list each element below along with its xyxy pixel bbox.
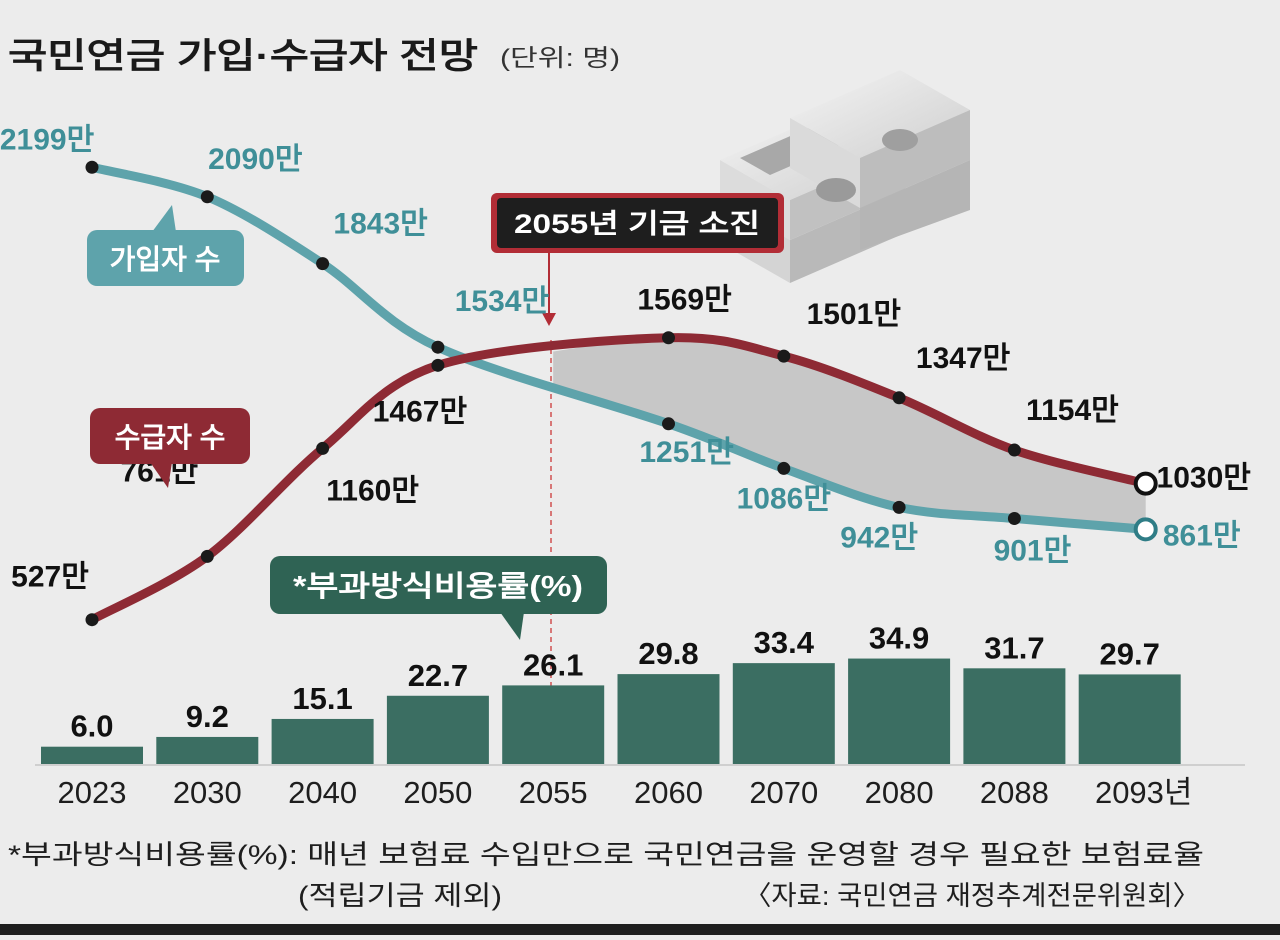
subscribers-point: [1133, 517, 1158, 542]
subscribers-point: [431, 340, 445, 354]
subscribers-value-label: 1534만: [455, 285, 550, 318]
cost-rate-bar: [386, 695, 489, 765]
x-axis-label: 2040: [288, 775, 357, 810]
beneficiaries-value-label: 1569만: [637, 284, 732, 317]
beneficiaries-line: [87, 333, 1151, 625]
cost-rate-bar-label: 29.7: [1100, 636, 1160, 671]
cost-rate-legend: *부과방식비용률(%): [270, 556, 607, 640]
beneficiaries-value-label: 1030만: [1157, 462, 1252, 495]
cost-rate-bar: [732, 663, 835, 765]
cost-rate-legend-label: *부과방식비용률(%): [293, 570, 583, 603]
cost-rate-bars: [41, 658, 1181, 765]
money-stack-icon: [720, 70, 970, 283]
beneficiaries-point: [431, 358, 445, 372]
cost-rate-bar-label: 15.1: [292, 681, 352, 716]
beneficiaries-legend-label: 수급자 수: [115, 422, 226, 453]
beneficiaries-point: [662, 331, 675, 345]
x-axis-label: 2050: [403, 775, 472, 810]
chart-title: 국민연금 가입·수급자 전망: [8, 37, 478, 76]
x-axis-label: 2080: [865, 775, 934, 810]
bottom-strip: [0, 924, 1280, 935]
subscribers-value-label: 901만: [994, 534, 1072, 567]
x-axis-label: 2070: [749, 775, 818, 810]
cost-rate-bar: [848, 658, 951, 765]
beneficiaries-point: [316, 441, 330, 455]
beneficiaries-value-label: 1160만: [326, 474, 419, 507]
subscribers-value-label: 2199만: [0, 123, 95, 156]
beneficiaries-value-label: 1154만: [1026, 394, 1119, 427]
beneficiaries-value-label: 1347만: [916, 342, 1011, 375]
subscribers-line: [87, 162, 1151, 534]
cost-rate-bar: [963, 668, 1066, 765]
subscribers-value-label: 2090만: [208, 143, 303, 176]
beneficiaries-point: [85, 613, 99, 627]
beneficiaries-point: [200, 549, 214, 563]
cost-rate-bar: [156, 736, 259, 765]
cost-rate-bar-label: 26.1: [523, 647, 583, 682]
footnote-sub: (적립기금 제외): [298, 881, 502, 911]
subscribers-series: [87, 162, 1151, 534]
cost-rate-bar-label: 22.7: [408, 658, 468, 693]
beneficiaries-value-label: 527만: [11, 561, 89, 594]
beneficiaries-point: [1007, 443, 1021, 457]
subscribers-point: [316, 257, 330, 271]
cost-rate-bar-label: 34.9: [869, 621, 929, 656]
beneficiaries-legend: 수급자 수: [90, 408, 250, 488]
footnote: *부과방식비용률(%): 매년 보험료 수입만으로 국민연금을 운영할 경우 필…: [8, 840, 1204, 870]
subscribers-value-label: 1843만: [333, 208, 428, 241]
subscribers-legend: 가입자 수: [87, 205, 244, 286]
subscribers-legend-label: 가입자 수: [110, 244, 221, 275]
subscribers-point: [200, 190, 214, 204]
source: 〈자료: 국민연금 재정추계전문위원회〉: [744, 881, 1200, 911]
subscribers-point: [892, 500, 906, 514]
unit-label: (단위: 명): [500, 45, 620, 72]
x-axis-label: 2030: [173, 775, 242, 810]
cost-rate-bar-label: 33.4: [754, 625, 815, 660]
subscribers-point: [1007, 511, 1021, 525]
beneficiaries-value-label: 1501만: [807, 298, 902, 331]
beneficiaries-point: [892, 391, 906, 405]
subscribers-point: [777, 461, 791, 475]
x-axis-label: 2093년: [1095, 775, 1192, 810]
cost-rate-bar-label: 29.8: [638, 636, 698, 671]
gap-area: [553, 337, 1146, 530]
cost-rate-bar: [617, 674, 720, 765]
cost-rate-bar: [41, 746, 143, 765]
cost-rate-bar: [1078, 674, 1181, 765]
cost-rate-bar: [271, 718, 374, 765]
subscribers-point: [662, 417, 675, 431]
x-axis-labels: 2023 2030 2040 2050 2055 2060 2070 2080 2088 2093…: [58, 775, 1193, 810]
subscribers-value-label: 1086만: [737, 482, 832, 515]
bar-value-labels: 6.0 9.2 15.1 22.7 26.1 29.8 33.4 34.9 31.7 29.7: [70, 621, 1159, 744]
subscribers-value-label: 1251만: [639, 436, 734, 469]
beneficiaries-value-label: 1467만: [373, 395, 468, 428]
cost-rate-bar-label: 6.0: [70, 709, 113, 744]
beneficiaries-point: [777, 349, 791, 363]
x-axis-label: 2088: [980, 775, 1049, 810]
beneficiaries-series: [87, 333, 1151, 625]
cost-rate-bar-label: 31.7: [984, 630, 1044, 665]
subscribers-value-label: 861만: [1163, 519, 1241, 552]
series-points: [85, 160, 1158, 627]
exhaustion-label: 2055년 기금 소진: [514, 209, 760, 239]
cost-rate-bar: [502, 685, 605, 765]
x-axis-label: 2023: [58, 775, 127, 810]
beneficiaries-point: [1133, 471, 1158, 496]
x-axis-label: 2060: [634, 775, 703, 810]
x-axis-label: 2055: [519, 775, 588, 810]
subscribers-point: [85, 160, 99, 174]
cost-rate-bar-label: 9.2: [186, 699, 229, 734]
subscribers-value-label: 942만: [840, 521, 918, 554]
